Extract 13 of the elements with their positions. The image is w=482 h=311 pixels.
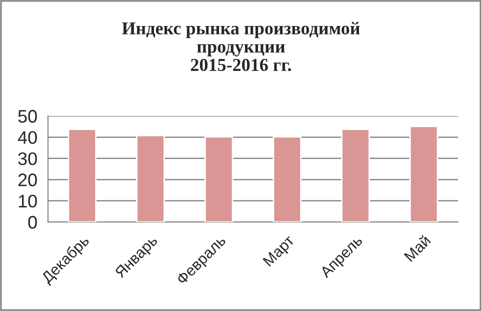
bar	[272, 136, 302, 222]
bar	[204, 136, 234, 222]
y-tick-label: 40	[18, 131, 37, 144]
y-tick-label: 0	[28, 216, 37, 229]
y-tick-label: 10	[18, 194, 37, 208]
bar	[136, 134, 165, 222]
bar	[68, 128, 97, 222]
y-tick-label: 20	[18, 174, 37, 186]
bar	[409, 126, 438, 222]
chart-title: Индекс рынка производимой продукции 2015-2016 гг.	[122, 22, 360, 72]
bar	[341, 128, 370, 222]
y-tick-label: 30	[18, 152, 37, 166]
y-tick-label: 50	[18, 110, 37, 123]
